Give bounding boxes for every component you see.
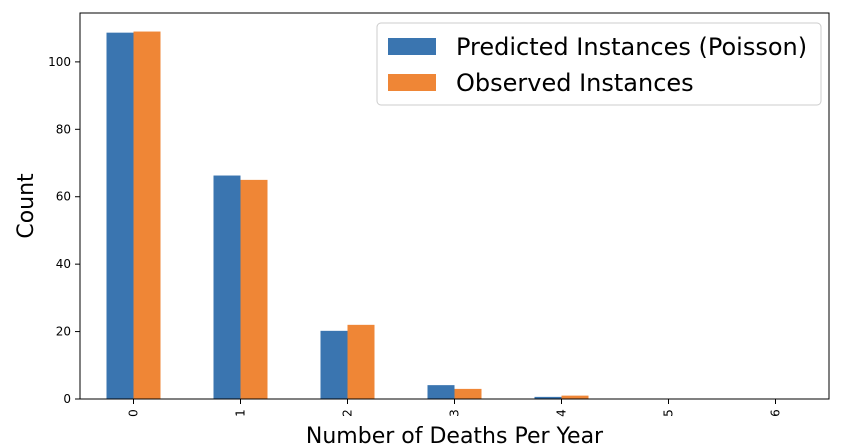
predicted-bar-3 [427,385,455,399]
observed-bar-2 [347,324,375,399]
x-tick-label: 2 [341,409,355,417]
legend: Predicted Instances (Poisson) Observed In… [376,22,822,106]
y-tick-label: 0 [63,392,71,406]
y-tick-label: 100 [48,55,71,69]
predicted-bar-0 [106,32,134,400]
x-tick-label: 5 [662,409,676,417]
bars-group [106,31,776,400]
y-tick-label: 80 [56,122,71,136]
predicted-bar-4 [534,396,562,399]
observed-bar-0 [133,31,161,400]
y-tick-label: 40 [56,257,71,271]
predicted-bar-2 [320,330,348,399]
x-axis-label: Number of Deaths Per Year [306,424,604,448]
x-tick-label: 3 [448,409,462,417]
observed-bar-4 [561,395,589,399]
y-tick-label: 20 [56,325,71,339]
plot-frame [79,12,830,400]
x-tick-label: 6 [769,409,783,417]
observed-bar-1 [240,179,268,399]
y-tick-label: 60 [56,190,71,204]
observed-bar-3 [454,388,482,399]
y-axis-label: Count [14,173,39,239]
x-axis-ticks: 0 1 2 3 4 5 6 [127,399,783,417]
x-tick-label: 0 [127,409,141,417]
legend-swatch [388,74,436,91]
x-tick-label: 1 [234,409,248,417]
predicted-bar-1 [213,175,241,399]
x-tick-label: 4 [555,409,569,417]
y-axis-ticks: 0 20 40 60 80 100 [48,55,80,406]
legend-label: Observed Instances [456,69,694,97]
legend-label: Predicted Instances (Poisson) [456,33,807,61]
legend-box [376,22,822,106]
legend-swatch [388,38,436,55]
